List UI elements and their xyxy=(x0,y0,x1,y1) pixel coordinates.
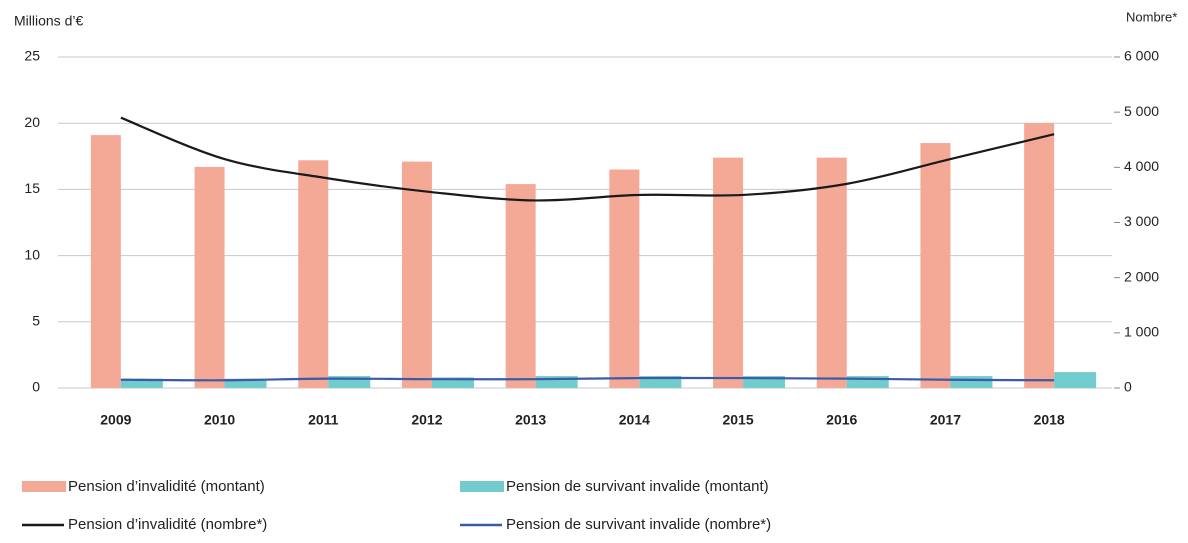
x-tick-label: 2010 xyxy=(204,412,235,428)
y-tick-label: 20 xyxy=(24,114,40,130)
x-tick-label: 2012 xyxy=(411,412,442,428)
y2-tick-label: 4 000 xyxy=(1124,158,1159,174)
x-tick-label: 2016 xyxy=(826,412,857,428)
legend-label: Pension d’invalidité (nombre*) xyxy=(68,516,267,533)
x-tick-label: 2018 xyxy=(1034,412,1065,428)
chart: Millions d’€ Nombre* 0 5 10 15 20 25 0 1 000 2 0… xyxy=(0,0,1188,538)
x-tick-label: 2014 xyxy=(619,412,650,428)
line xyxy=(121,118,1054,201)
y-tick-label: 5 xyxy=(32,313,40,329)
y2-tick-label: 3 000 xyxy=(1124,213,1159,229)
y2-tick-label: 0 xyxy=(1124,379,1132,395)
x-tick-label: 2009 xyxy=(100,412,131,428)
bar xyxy=(1054,372,1096,388)
y2-axis-title: Nombre* xyxy=(1126,9,1177,24)
legend-label: Pension de survivant invalide (nombre*) xyxy=(506,516,771,533)
y2-tick-label: 1 000 xyxy=(1124,324,1159,340)
bar xyxy=(817,158,847,388)
legend-swatch xyxy=(460,481,504,492)
y-tick-label: 0 xyxy=(32,379,40,395)
y-axis-title: Millions d’€ xyxy=(14,13,83,29)
bar xyxy=(506,184,536,388)
bar xyxy=(195,167,225,388)
y2-tick-label: 2 000 xyxy=(1124,268,1159,284)
bar xyxy=(713,158,743,388)
legend-swatch xyxy=(22,481,66,492)
x-tick-label: 2013 xyxy=(515,412,546,428)
y-tick-label: 15 xyxy=(24,180,40,196)
line xyxy=(121,378,1054,380)
bar xyxy=(402,162,432,388)
bar xyxy=(298,160,328,388)
bar xyxy=(91,135,121,388)
bar xyxy=(920,143,950,388)
bar xyxy=(950,376,992,388)
bar xyxy=(1024,123,1054,388)
x-tick-label: 2011 xyxy=(308,412,339,428)
y2-tick-label: 6 000 xyxy=(1124,48,1159,64)
x-tick-label: 2015 xyxy=(722,412,753,428)
legend-label: Pension d’invalidité (montant) xyxy=(68,478,265,495)
legend-label: Pension de survivant invalide (montant) xyxy=(506,478,769,495)
bar xyxy=(609,170,639,388)
x-tick-label: 2017 xyxy=(930,412,961,428)
y2-tick-label: 5 000 xyxy=(1124,103,1159,119)
y-tick-label: 10 xyxy=(24,246,40,262)
y-tick-label: 25 xyxy=(24,48,40,64)
